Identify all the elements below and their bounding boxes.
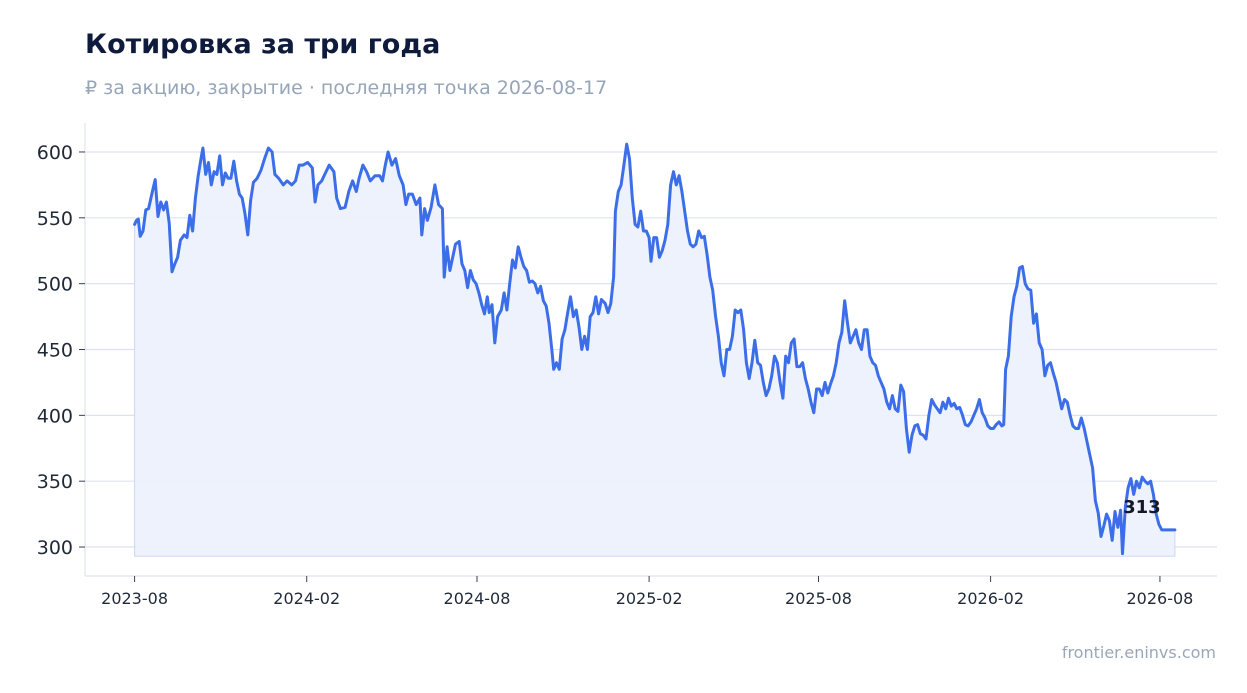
y-tick-label: 350 [37,471,73,493]
y-tick-label: 400 [37,405,73,427]
y-tick-label: 550 [37,208,73,230]
x-tick-label: 2023-08 [101,589,168,608]
x-tick-label: 2025-08 [785,589,852,608]
price-area-fill [134,144,1176,557]
x-tick-labels: 2023-08 2024-02 2024-08 2025-02 2025-08 2026-… [101,576,1193,608]
x-tick-label: 2026-02 [957,589,1024,608]
chart-subtitle: ₽ за акцию, закрытие · последняя точка 2… [85,77,607,99]
y-tick-labels: 300 350 400 450 500 550 600 [37,142,85,559]
y-tick-label: 600 [37,142,73,164]
last-value-label: 313 [1123,497,1161,518]
chart-title: Котировка за три года [85,29,440,60]
x-tick-label: 2024-02 [273,589,340,608]
source-watermark: frontier.eninvs.com [1062,643,1216,662]
x-tick-label: 2026-08 [1127,589,1194,608]
x-tick-label: 2025-02 [616,589,683,608]
y-tick-label: 500 [37,274,73,296]
x-tick-label: 2024-08 [444,589,511,608]
y-tick-label: 450 [37,340,73,362]
y-tick-label: 300 [37,537,73,559]
price-line [133,142,1177,556]
